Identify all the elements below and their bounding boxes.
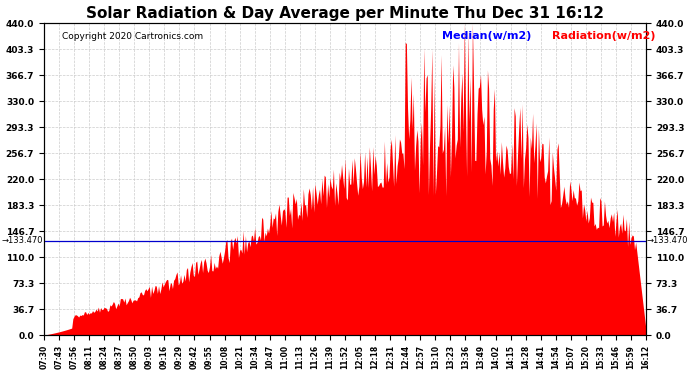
- Text: Radiation(w/m2): Radiation(w/m2): [552, 32, 656, 41]
- Text: Copyright 2020 Cartronics.com: Copyright 2020 Cartronics.com: [62, 32, 204, 41]
- Text: →133.470: →133.470: [647, 236, 688, 245]
- Text: Median(w/m2): Median(w/m2): [442, 32, 531, 41]
- Title: Solar Radiation & Day Average per Minute Thu Dec 31 16:12: Solar Radiation & Day Average per Minute…: [86, 6, 604, 21]
- Text: →133.470: →133.470: [2, 236, 43, 245]
